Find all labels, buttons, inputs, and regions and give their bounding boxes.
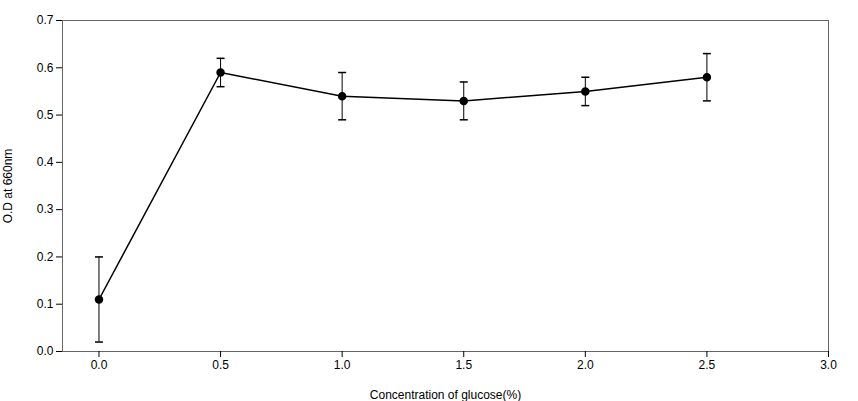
svg-text:Concentration of glucose(%): Concentration of glucose(%) [370,388,521,401]
svg-text:0.2: 0.2 [37,250,54,264]
svg-text:0.0: 0.0 [37,344,54,358]
svg-text:0.5: 0.5 [212,358,229,372]
svg-text:O.D at 660nm: O.D at 660nm [1,149,15,224]
svg-text:0.3: 0.3 [37,202,54,216]
svg-text:0.5: 0.5 [37,108,54,122]
svg-text:0.1: 0.1 [37,297,54,311]
svg-text:1.5: 1.5 [455,358,472,372]
svg-text:0.4: 0.4 [37,155,54,169]
svg-text:2.0: 2.0 [577,358,594,372]
svg-text:1.0: 1.0 [334,358,351,372]
svg-text:2.5: 2.5 [699,358,716,372]
svg-text:0.6: 0.6 [37,61,54,75]
svg-text:0.0: 0.0 [91,358,108,372]
svg-text:0.7: 0.7 [37,13,54,27]
svg-text:3.0: 3.0 [820,358,837,372]
